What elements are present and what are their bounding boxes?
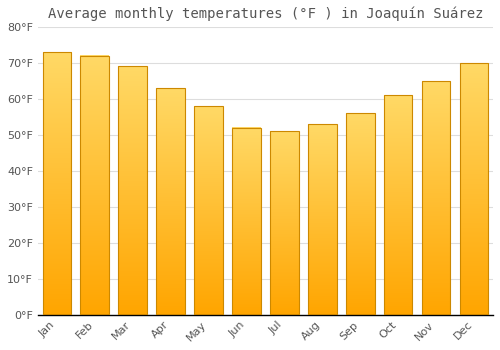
Bar [42, 52, 71, 315]
Bar [232, 128, 260, 315]
Bar [346, 113, 374, 315]
Bar [80, 56, 109, 315]
Bar [270, 131, 298, 315]
Bar [308, 124, 336, 315]
Bar [384, 95, 412, 315]
Bar [194, 106, 223, 315]
Title: Average monthly temperatures (°F ) in Joaquín Suárez: Average monthly temperatures (°F ) in Jo… [48, 7, 483, 21]
Bar [118, 66, 147, 315]
Bar [460, 63, 488, 315]
Bar [422, 81, 450, 315]
Bar [156, 88, 185, 315]
